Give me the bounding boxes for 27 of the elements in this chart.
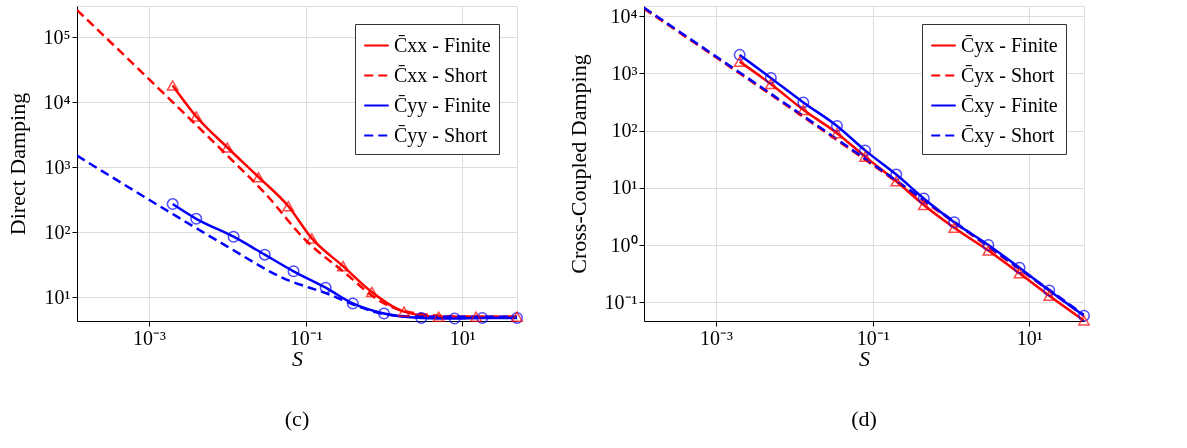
text: (c) bbox=[284, 406, 310, 431]
y-tick-label: 10³ bbox=[44, 155, 71, 178]
legend-label: C̄xy - Short bbox=[961, 123, 1055, 147]
y-tick-label: 10¹ bbox=[611, 176, 638, 199]
y-tick-label: 10⁻¹ bbox=[604, 290, 638, 313]
legend-label: C̄xx - Finite bbox=[394, 33, 491, 56]
legend-label: C̄xx - Short bbox=[394, 63, 488, 86]
legend-label: C̄yy - Short bbox=[394, 123, 488, 147]
y-tick-label: 10⁴ bbox=[43, 90, 71, 113]
legend-label: C̄yy - Finite bbox=[394, 93, 491, 117]
text: (d) bbox=[851, 406, 877, 431]
y-tick-label: 10⁴ bbox=[610, 4, 638, 27]
legend-label: C̄yx - Short bbox=[961, 63, 1055, 87]
x-tick-label: 10⁻³ bbox=[133, 326, 167, 349]
legend-label: C̄yx - Finite bbox=[961, 33, 1058, 57]
y-tick-label: 10³ bbox=[611, 61, 638, 84]
y-axis-title: Direct Damping bbox=[4, 92, 30, 236]
x-tick-label: 10⁻³ bbox=[700, 326, 734, 349]
y-tick-label: 10⁵ bbox=[43, 25, 71, 48]
y-tick-label: 10⁰ bbox=[610, 233, 638, 256]
y-tick-label: 10¹ bbox=[44, 285, 71, 308]
y-tick-label: 10² bbox=[44, 220, 71, 243]
x-tick-label: 10¹ bbox=[1016, 326, 1043, 349]
legend-label: C̄xy - Finite bbox=[961, 93, 1058, 117]
y-tick-label: 10² bbox=[611, 119, 638, 142]
y-axis-title: Cross-Coupled Damping bbox=[565, 54, 591, 274]
x-tick-label: 10¹ bbox=[449, 326, 476, 349]
